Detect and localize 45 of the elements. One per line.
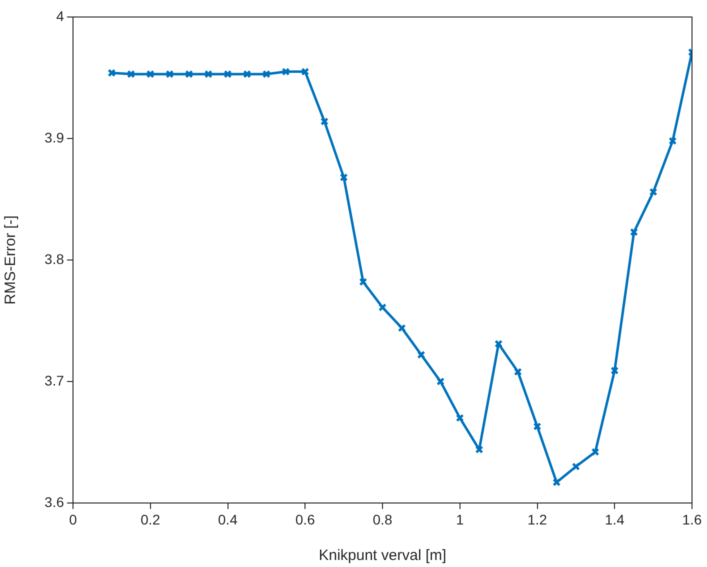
x-tick-label: 0.2 — [140, 511, 160, 528]
point — [243, 70, 252, 78]
x-axis-title: Knikpunt verval [m] — [318, 547, 446, 564]
y-axis-title: RMS-Error [-] — [2, 215, 20, 305]
x-tick-label: 0.4 — [218, 511, 238, 528]
point — [320, 117, 329, 126]
point — [378, 303, 387, 312]
point — [456, 414, 464, 422]
point — [398, 324, 406, 332]
point — [282, 68, 290, 76]
point — [610, 366, 619, 375]
point — [184, 70, 194, 78]
point — [204, 70, 212, 78]
point — [475, 445, 484, 454]
y-tick-label: 3.6 — [44, 494, 64, 510]
point — [552, 478, 561, 486]
x-tick-label: 0.8 — [372, 511, 392, 528]
point — [301, 68, 310, 76]
point — [514, 368, 522, 376]
point — [591, 448, 600, 456]
y-tick-label: 3.7 — [44, 372, 64, 388]
y-tick-label: 4 — [56, 8, 64, 24]
x-tick-label: 1.6 — [682, 511, 702, 528]
point — [224, 70, 232, 78]
point — [572, 462, 580, 471]
point — [533, 422, 542, 431]
point — [417, 350, 426, 359]
point — [359, 278, 368, 286]
point — [340, 173, 348, 182]
x-tick-label: 1.2 — [528, 511, 548, 528]
point — [126, 70, 136, 78]
x-tick-label: 1 — [456, 511, 464, 528]
y-tick-label: 3.9 — [44, 129, 64, 146]
point — [649, 188, 658, 196]
point — [436, 377, 445, 386]
point — [630, 228, 638, 236]
point — [146, 70, 154, 78]
point — [668, 136, 677, 146]
x-tick-label: 1.4 — [604, 511, 625, 528]
x-tick-label: 0.6 — [295, 511, 316, 528]
point — [166, 70, 174, 78]
point — [494, 340, 503, 348]
point — [262, 70, 271, 78]
x-tick-label: 0 — [69, 511, 78, 528]
y-tick-label: 3.8 — [44, 250, 64, 267]
